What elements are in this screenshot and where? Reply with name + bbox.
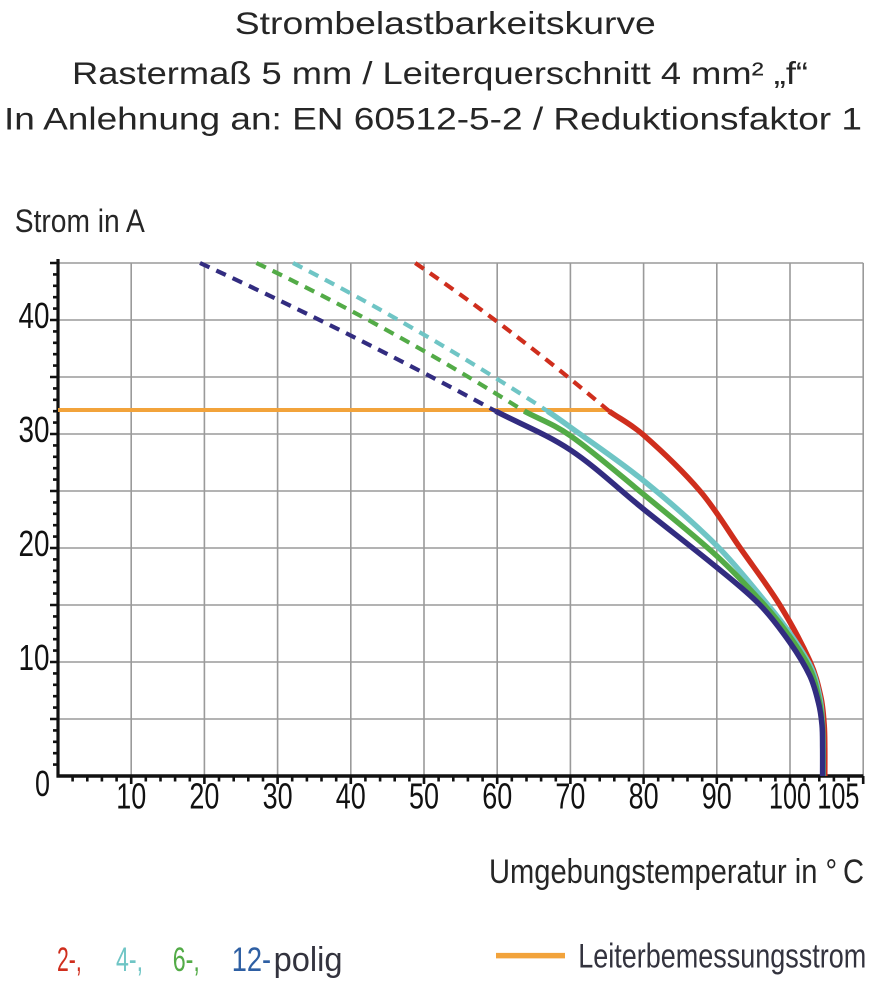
svg-text:10: 10 — [19, 637, 50, 678]
svg-text:30: 30 — [263, 776, 293, 817]
svg-text:40: 40 — [336, 776, 366, 817]
svg-text:polig: polig — [274, 941, 343, 979]
svg-text:90: 90 — [702, 776, 732, 817]
svg-text:0: 0 — [35, 763, 50, 804]
svg-text:Leiterbemessungsstrom: Leiterbemessungsstrom — [578, 937, 866, 975]
svg-text:80: 80 — [629, 776, 659, 817]
svg-text:Strom in A: Strom in A — [15, 203, 146, 239]
svg-text:20: 20 — [189, 776, 219, 817]
svg-text:10: 10 — [116, 776, 146, 817]
svg-text:12-: 12- — [232, 941, 271, 979]
svg-text:105: 105 — [817, 776, 859, 817]
svg-text:50: 50 — [409, 776, 439, 817]
svg-text:4-,: 4-, — [116, 941, 143, 979]
svg-text:70: 70 — [555, 776, 585, 817]
svg-text:60: 60 — [482, 776, 512, 817]
svg-text:2-,: 2-, — [57, 941, 82, 979]
svg-text:100: 100 — [769, 776, 811, 817]
svg-text:20: 20 — [19, 523, 50, 564]
svg-text:Rastermaß 5 mm / Leiterquersch: Rastermaß 5 mm / Leiterquerschnitt 4 mm²… — [72, 55, 808, 91]
svg-text:6-,: 6-, — [173, 941, 200, 979]
svg-text:40: 40 — [19, 295, 50, 336]
svg-text:Strombelastbarkeitskurve: Strombelastbarkeitskurve — [235, 5, 656, 41]
svg-text:30: 30 — [19, 409, 50, 450]
svg-text:In Anlehnung an: EN 60512-5-2: In Anlehnung an: EN 60512-5-2 / Reduktio… — [4, 101, 862, 137]
svg-text:Umgebungstemperatur in ° C: Umgebungstemperatur in ° C — [489, 853, 864, 891]
